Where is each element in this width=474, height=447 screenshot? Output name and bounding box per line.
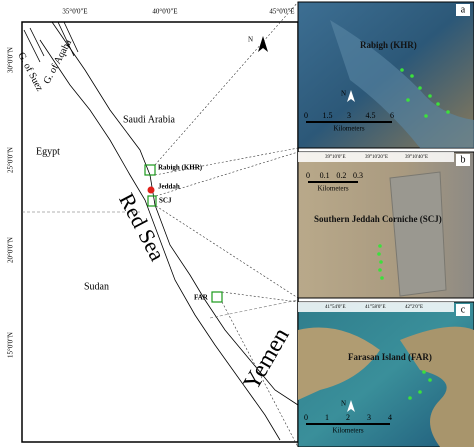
scale-unit: Kilometers <box>332 427 363 435</box>
place-label: Sudan <box>84 281 109 292</box>
lat-label: 20°0'0"N <box>7 237 15 263</box>
lat-label: 30°0'0"N <box>7 47 15 73</box>
station <box>377 252 381 256</box>
jeddah-dot <box>147 186 155 194</box>
east-coast <box>51 21 299 406</box>
north-label: N <box>341 90 346 98</box>
site-box <box>147 195 157 207</box>
north-label: N <box>341 400 346 408</box>
coord-label: 39°10'20"E <box>365 155 388 160</box>
station <box>436 102 440 106</box>
gulf-aqaba <box>57 21 79 57</box>
letter-box <box>456 304 470 316</box>
station <box>378 244 382 248</box>
inset-c: c 41°54'0"E 41°58'0"E 42°2'0"E Farasan I… <box>297 301 474 447</box>
station <box>422 370 426 374</box>
scale-label: 4.5 <box>366 111 376 120</box>
scale-label: 3 <box>347 111 351 120</box>
west-coast <box>39 39 281 441</box>
scale-label: 0 <box>304 111 308 120</box>
station <box>424 114 428 118</box>
leader-line <box>154 147 299 176</box>
north-label: N <box>248 36 253 44</box>
letter-box <box>456 154 470 166</box>
station <box>380 276 384 280</box>
stations <box>377 244 384 280</box>
stations <box>400 68 450 118</box>
north-arrow <box>258 36 268 52</box>
scale-label: 4 <box>388 413 392 422</box>
scale-label: 2 <box>346 413 350 422</box>
scale-label: 1.5 <box>323 111 333 120</box>
scale-label: 0.3 <box>353 171 363 180</box>
coord-band <box>298 302 454 312</box>
station <box>428 94 432 98</box>
coord-label: 42°2'0"E <box>405 305 423 310</box>
north-arrow <box>347 90 355 102</box>
lat-label: 15°0'0"N <box>7 332 15 358</box>
scale-unit: Kilometers <box>317 185 348 193</box>
stations <box>408 370 432 400</box>
lon-label: 40°0'0"E <box>152 8 177 16</box>
station <box>446 110 450 114</box>
site-box <box>144 164 156 176</box>
inset-letter: c <box>461 304 466 315</box>
coord-band <box>298 152 454 162</box>
scale-label: 0 <box>304 413 308 422</box>
leader-line <box>154 1 299 166</box>
gulf-suez <box>23 27 45 63</box>
inset-letter: b <box>461 154 466 165</box>
leader-line <box>155 151 299 197</box>
coord-label: 41°54'0"E <box>325 305 346 310</box>
inset-title: Rabigh (KHR) <box>360 40 417 50</box>
station <box>418 86 422 90</box>
station <box>378 268 382 272</box>
scale-label: 6 <box>390 111 394 120</box>
coord-label: 39°10'0"E <box>325 155 346 160</box>
inset-b: b 39°10'0"E 39°10'20"E 39°10'40"E Southe… <box>297 151 474 299</box>
place-label: Jeddah <box>158 183 180 191</box>
scale-unit: Kilometers <box>333 125 364 133</box>
leader-line <box>155 205 299 299</box>
coord-label: 39°10'40"E <box>405 155 428 160</box>
letter-box <box>456 4 470 16</box>
scale-label: 0 <box>306 171 310 180</box>
station <box>428 378 432 382</box>
place-label: Rabigh (KHR) <box>158 164 203 172</box>
map-frame <box>21 21 299 443</box>
station <box>406 98 410 102</box>
inset-letter: a <box>461 4 466 15</box>
inset-a: a Rabigh (KHR) N <box>297 1 474 149</box>
place-label: FAR <box>194 294 209 302</box>
scale-label: 1 <box>325 413 329 422</box>
lon-label: 45°0'0"E <box>269 8 294 16</box>
station <box>408 396 412 400</box>
station <box>418 390 422 394</box>
island <box>400 326 474 447</box>
scale-label: 0.2 <box>336 171 346 180</box>
place-label: SCJ <box>159 197 172 205</box>
leader-line <box>221 301 299 447</box>
station <box>410 74 414 78</box>
north-arrow <box>347 400 355 412</box>
island <box>298 327 380 400</box>
coord-label: 41°58'0"E <box>365 305 386 310</box>
leader-line <box>221 291 299 303</box>
place-label: Egypt <box>36 146 60 157</box>
port <box>389 171 447 297</box>
coastlines <box>23 21 299 441</box>
leaders <box>154 1 299 447</box>
station <box>400 68 404 72</box>
lat-label: 25°0'0"N <box>7 147 15 173</box>
lagoon <box>330 20 474 148</box>
inset-title: Southern Jeddah Corniche (SCJ) <box>314 214 442 224</box>
scale-label: 0.1 <box>320 171 330 180</box>
site-box <box>211 291 223 303</box>
inset-title: Farasan Island (FAR) <box>348 352 432 362</box>
place-label: Saudi Arabia <box>123 114 175 125</box>
station <box>379 260 383 264</box>
scale-label: 3 <box>367 413 371 422</box>
lon-label: 35°0'0"E <box>62 8 87 16</box>
